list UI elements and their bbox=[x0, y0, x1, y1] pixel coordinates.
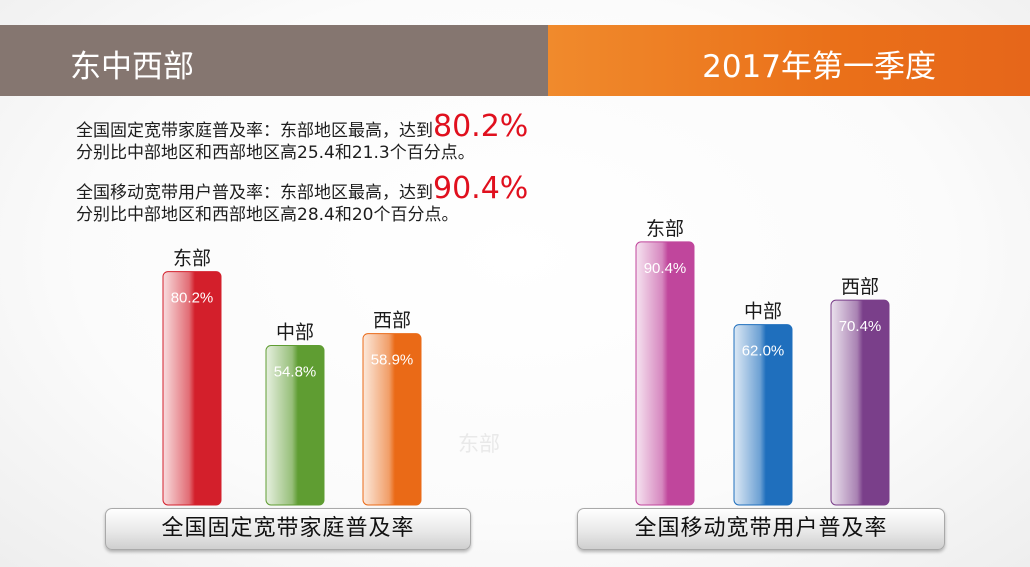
period-label: 2017年第一季度 bbox=[702, 49, 936, 85]
value-label-mobile-2: 70.4% bbox=[839, 318, 882, 335]
summary-fixed-line1: 全国固定宽带家庭普及率：东部地区最高，达到80.2% bbox=[76, 112, 528, 142]
category-label-mobile-2: 西部 bbox=[841, 276, 879, 298]
category-label-fixed-0: 东部 bbox=[173, 248, 211, 270]
category-label-mobile-1: 中部 bbox=[744, 301, 782, 323]
value-label-mobile-1: 62.0% bbox=[742, 343, 785, 360]
category-label-fixed-1: 中部 bbox=[276, 322, 314, 344]
category-label-mobile-0: 东部 bbox=[646, 218, 684, 240]
summary-mobile-line1: 全国移动宽带用户普及率：东部地区最高，达到90.4% bbox=[76, 174, 528, 204]
mobile-chart-title: 全国移动宽带用户普及率 bbox=[577, 508, 945, 550]
summary-fixed-text: 全国固定宽带家庭普及率：东部地区最高，达到 bbox=[76, 121, 433, 141]
watermark-text: 东部 bbox=[458, 432, 500, 456]
summary-mobile-line2: 分别比中部地区和西部地区高28.4和20个百分点。 bbox=[76, 205, 459, 225]
bar-mobile-2 bbox=[830, 299, 890, 506]
summary-mobile-highlight: 90.4% bbox=[433, 171, 529, 206]
category-label-fixed-2: 西部 bbox=[373, 310, 411, 332]
bar-mobile-1 bbox=[733, 324, 793, 506]
summary-fixed-line2: 分别比中部地区和西部地区高25.4和21.3个百分点。 bbox=[76, 143, 475, 163]
header-left-panel: 东中西部 bbox=[0, 25, 548, 96]
value-label-fixed-2: 58.9% bbox=[371, 352, 414, 369]
bar-mobile-0 bbox=[635, 241, 695, 506]
value-label-mobile-0: 90.4% bbox=[644, 260, 687, 277]
summary-mobile-text: 全国移动宽带用户普及率：东部地区最高，达到 bbox=[76, 183, 433, 203]
summary-mobile: 全国移动宽带用户普及率：东部地区最高，达到90.4% 分别比中部地区和西部地区高… bbox=[76, 174, 528, 226]
fixed-chart-title: 全国固定宽带家庭普及率 bbox=[105, 508, 471, 550]
bar-fixed-2 bbox=[362, 333, 422, 506]
header-right-panel: 2017年第一季度 bbox=[548, 25, 1030, 96]
summary-fixed-highlight: 80.2% bbox=[433, 109, 529, 144]
summary-fixed: 全国固定宽带家庭普及率：东部地区最高，达到80.2% 分别比中部地区和西部地区高… bbox=[76, 112, 528, 164]
page-title: 东中西部 bbox=[70, 49, 194, 85]
bar-fixed-1 bbox=[265, 345, 325, 506]
value-label-fixed-1: 54.8% bbox=[274, 364, 317, 381]
bar-fixed-0 bbox=[162, 271, 222, 506]
value-label-fixed-0: 80.2% bbox=[171, 290, 214, 307]
